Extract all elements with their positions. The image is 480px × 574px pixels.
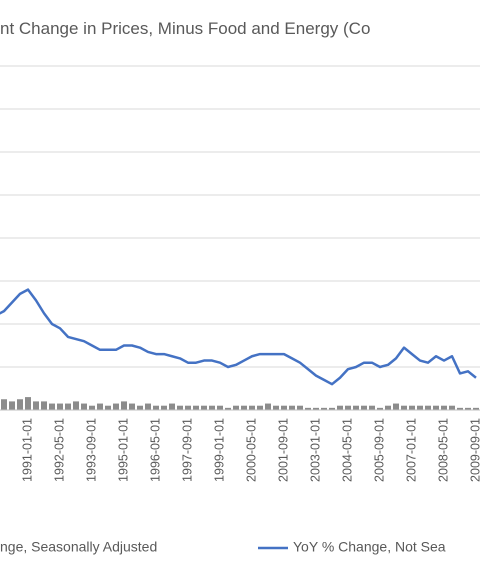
bar (321, 407, 327, 410)
bar (249, 405, 255, 410)
bar (393, 403, 399, 410)
bar (113, 403, 119, 410)
legend-label: nge, Seasonally Adjusted (0, 539, 157, 555)
x-tick-label: 2009-09-01 (468, 418, 480, 482)
bar (313, 407, 319, 410)
bar (401, 405, 407, 410)
bar (177, 405, 183, 410)
bar (105, 405, 111, 410)
bar (425, 405, 431, 410)
x-tick-label: 1995-01-01 (116, 418, 130, 482)
bar (361, 405, 367, 410)
bar (81, 403, 87, 410)
bar (233, 405, 239, 410)
bar (457, 407, 463, 410)
bar (265, 403, 271, 410)
bar (297, 405, 303, 410)
x-tick-label: 1996-05-01 (148, 418, 162, 482)
x-tick-label: 1999-01-01 (212, 418, 226, 482)
bar (97, 403, 103, 410)
x-tick-label: 2004-05-01 (340, 418, 354, 482)
bar (417, 405, 423, 410)
bar (465, 407, 471, 410)
x-tick-label: 2000-05-01 (244, 418, 258, 482)
bar (377, 407, 383, 410)
x-tick-label: 1997-09-01 (180, 418, 194, 482)
bar (209, 405, 215, 410)
bar (329, 407, 335, 410)
bar (441, 405, 447, 410)
bar (305, 407, 311, 410)
x-tick-label: 2005-09-01 (372, 418, 386, 482)
x-tick-label: 2008-05-01 (436, 418, 450, 482)
bar (193, 405, 199, 410)
bar (449, 405, 455, 410)
bar (1, 399, 7, 410)
line (0, 288, 477, 386)
x-tick-label: 2001-09-01 (276, 418, 290, 482)
bar (121, 401, 127, 410)
bar (185, 405, 191, 410)
x-tick-label: 1991-01-01 (20, 418, 34, 482)
bar (137, 405, 143, 410)
bar (409, 405, 415, 410)
bar (169, 403, 175, 410)
bar (25, 397, 31, 410)
bar (9, 401, 15, 410)
bar (145, 403, 151, 410)
x-tick-label: 1993-09-01 (84, 418, 98, 482)
bar (385, 405, 391, 410)
bar (345, 405, 351, 410)
bar (217, 405, 223, 410)
bar (65, 403, 71, 410)
bar (353, 405, 359, 410)
x-tick-label: 2003-01-01 (308, 418, 322, 482)
bar (241, 405, 247, 410)
bar (273, 405, 279, 410)
bar (33, 401, 39, 410)
bar (337, 405, 343, 410)
bar (433, 405, 439, 410)
bar (281, 405, 287, 410)
bar (73, 401, 79, 410)
bar (41, 401, 47, 410)
bar (201, 405, 207, 410)
bar (369, 405, 375, 410)
x-tick-label: 1992-05-01 (52, 418, 66, 482)
bar (257, 405, 263, 410)
bar (473, 407, 479, 410)
bar (89, 405, 95, 410)
bar (57, 403, 63, 410)
chart-title: nt Change in Prices, Minus Food and Ener… (0, 19, 370, 38)
bar (153, 405, 159, 410)
x-tick-label: 2007-01-01 (404, 418, 418, 482)
legend-label: YoY % Change, Not Sea (293, 539, 446, 555)
bar (225, 407, 231, 410)
bar (17, 399, 23, 410)
bar (289, 405, 295, 410)
bar (49, 403, 55, 410)
bar (161, 405, 167, 410)
bar (129, 403, 135, 410)
